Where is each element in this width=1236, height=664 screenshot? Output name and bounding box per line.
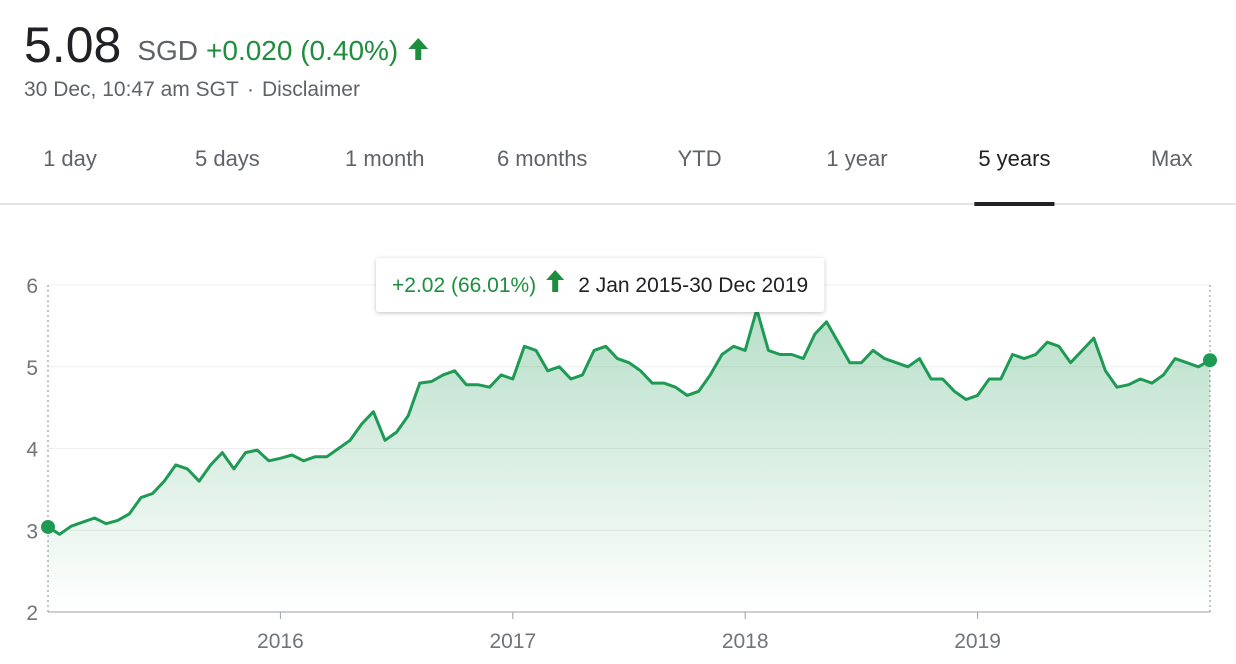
timestamp: 30 Dec, 10:47 am SGT <box>24 78 239 101</box>
tooltip-box <box>376 258 825 312</box>
separator: · <box>247 78 254 101</box>
active-tab-indicator <box>974 202 1055 206</box>
tooltip-range: 2 Jan 2015-30 Dec 2019 <box>578 274 808 297</box>
tab[interactable]: Max <box>1151 146 1193 171</box>
x-tick-label: 2017 <box>489 630 536 653</box>
tab[interactable]: YTD <box>678 146 722 171</box>
y-tick-label: 6 <box>26 275 38 298</box>
endpoint-dot <box>1203 353 1217 368</box>
y-tick-label: 5 <box>26 357 38 380</box>
tooltip-change: +2.02 (66.01%) <box>392 274 536 297</box>
price-area <box>48 309 1210 612</box>
endpoint-dot <box>41 519 55 534</box>
tooltip-up-arrow <box>546 270 565 292</box>
tab[interactable]: 1 month <box>345 146 425 171</box>
tab[interactable]: 5 years <box>978 146 1050 171</box>
tab[interactable]: 1 day <box>43 146 97 171</box>
tab[interactable]: 6 months <box>497 146 588 171</box>
y-tick-label: 4 <box>26 439 38 462</box>
price-line <box>47 308 1211 536</box>
tab[interactable]: 1 year <box>826 146 887 171</box>
tab-bar: 1 day 5 days 1 month 6 months YTD 1 year 5 yea… <box>43 146 1193 206</box>
x-tick-label: 2016 <box>257 630 304 653</box>
currency: SGD <box>137 35 198 66</box>
x-tick-label: 2018 <box>722 630 769 653</box>
tab[interactable]: 5 days <box>195 146 260 171</box>
x-tick-label: 2019 <box>954 630 1001 653</box>
price-change: +0.020 (0.40%) <box>206 35 398 66</box>
y-tick-label: 3 <box>26 520 38 543</box>
disclaimer-link[interactable]: Disclaimer <box>262 78 360 101</box>
chart: 2 3 4 5 6 2016 2017 2018 2019 +2.02 (66.01%) 2 Jan… <box>26 258 1217 653</box>
up-arrow-icon <box>408 38 429 60</box>
y-tick-label: 2 <box>26 602 38 625</box>
price: 5.08 <box>24 17 121 73</box>
range-tooltip: +2.02 (66.01%) 2 Jan 2015-30 Dec 2019 <box>376 258 825 312</box>
